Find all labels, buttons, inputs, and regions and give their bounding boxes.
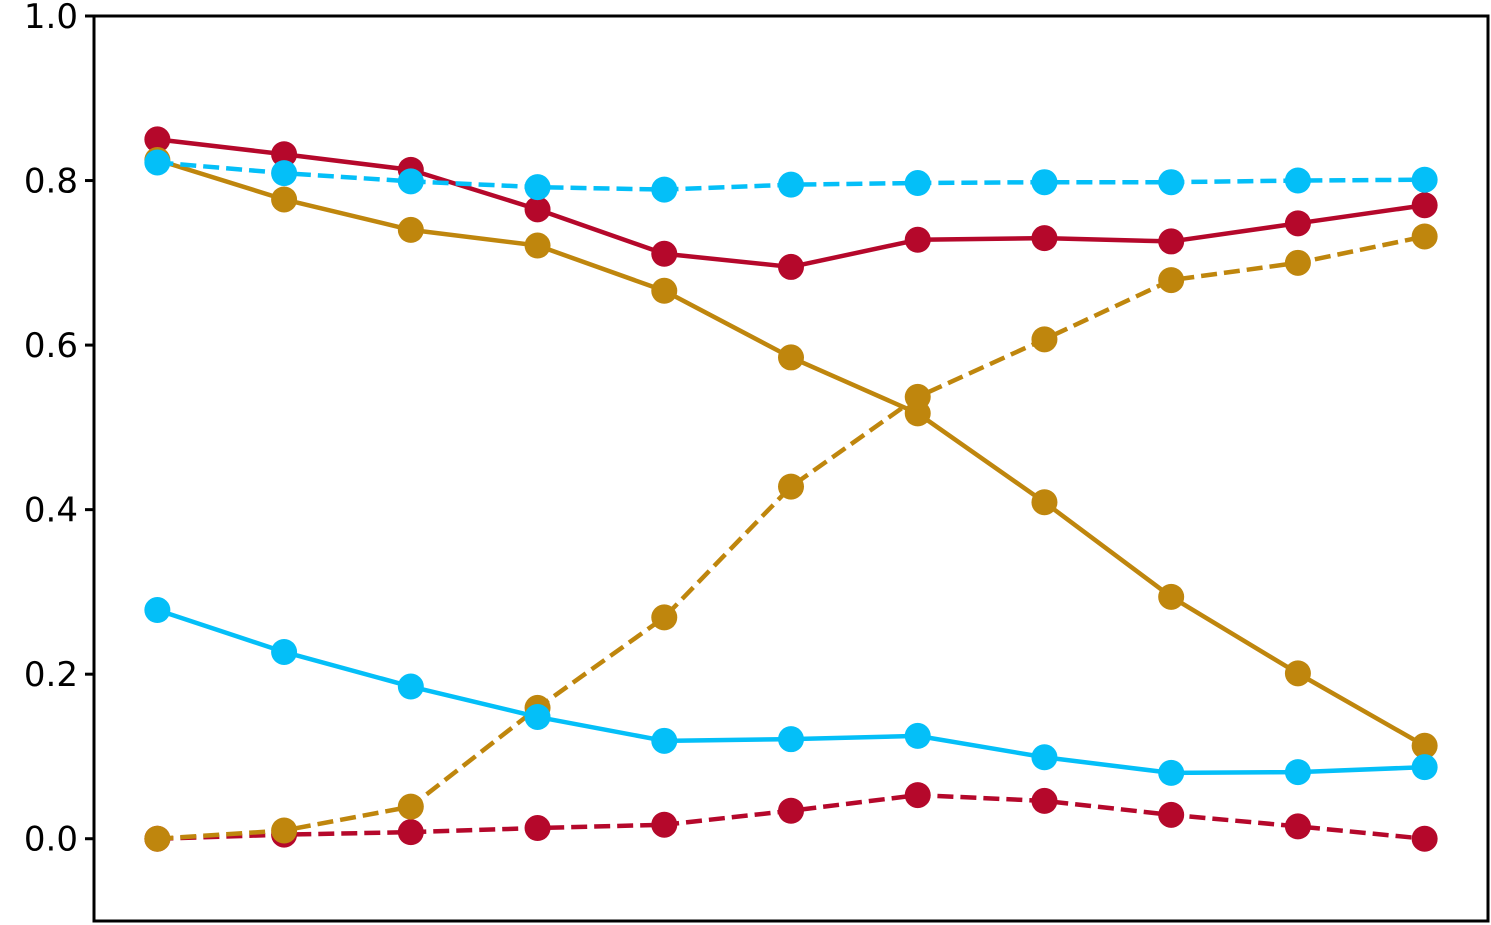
series-4-point-7 xyxy=(1031,744,1058,771)
series-3-point-9 xyxy=(1284,249,1311,276)
series-0-point-9 xyxy=(1284,210,1311,237)
series-4-point-4 xyxy=(651,727,678,754)
series-1 xyxy=(144,782,1438,852)
series-4-point-8 xyxy=(1158,759,1185,786)
series-5-point-8 xyxy=(1158,169,1185,196)
series-4-point-9 xyxy=(1284,759,1311,786)
series-2-point-1 xyxy=(271,186,298,213)
series-4-point-10 xyxy=(1411,754,1438,781)
series-2-point-8 xyxy=(1158,583,1185,610)
series-3-point-8 xyxy=(1158,267,1185,294)
series-0 xyxy=(144,126,1438,280)
series-4-point-2 xyxy=(397,673,424,700)
series-0-point-1 xyxy=(271,141,298,168)
series-2-line xyxy=(156,157,1426,748)
y-tick-label-1: 0.2 xyxy=(24,655,78,695)
series-4-point-6 xyxy=(904,722,931,749)
series-2-point-5 xyxy=(778,344,804,371)
series-3-point-4 xyxy=(651,604,678,631)
series-4-point-3 xyxy=(524,703,551,730)
y-tick-label-4: 0.8 xyxy=(24,162,78,202)
series-1-point-4 xyxy=(651,811,678,838)
series-2-point-9 xyxy=(1284,660,1311,687)
series-1-point-2 xyxy=(397,819,424,846)
y-tick-label-5: 1.0 xyxy=(24,0,78,37)
series-2-point-3 xyxy=(524,232,551,259)
series-0-point-6 xyxy=(904,226,931,253)
series-4-point-5 xyxy=(778,726,804,753)
series-5-point-2 xyxy=(397,168,424,195)
series-1-point-9 xyxy=(1284,813,1311,840)
series-5-point-4 xyxy=(651,176,678,203)
series-3 xyxy=(144,223,1438,852)
series-0-point-0 xyxy=(144,126,171,153)
series-1-point-3 xyxy=(524,815,551,842)
series-5-point-9 xyxy=(1284,167,1311,194)
series-4-point-0 xyxy=(144,597,171,624)
series-0-point-4 xyxy=(651,240,678,267)
series-5 xyxy=(144,149,1438,203)
series-2-point-7 xyxy=(1031,489,1058,516)
plot-frame xyxy=(92,14,1490,923)
series-0-point-3 xyxy=(524,196,551,223)
series-0-point-8 xyxy=(1158,228,1185,255)
y-tick-label-2: 0.4 xyxy=(24,491,78,531)
series-3-point-6 xyxy=(904,383,931,410)
series-4-point-1 xyxy=(271,638,298,665)
series-3-point-10 xyxy=(1411,223,1438,250)
y-tick-label-0: 0.0 xyxy=(24,820,78,860)
axis-layer: 0.0 0.2 0.4 0.6 0.8 1.0 xyxy=(24,0,1490,923)
series-1-point-10 xyxy=(1411,825,1438,852)
series-2-point-2 xyxy=(397,216,424,243)
series-5-point-10 xyxy=(1411,166,1438,193)
series-3-line xyxy=(157,234,1426,841)
series-1-point-8 xyxy=(1158,801,1185,828)
series-2-point-10 xyxy=(1411,732,1438,759)
series-2-point-4 xyxy=(651,277,678,304)
series-5-point-0 xyxy=(144,149,171,176)
series-5-point-1 xyxy=(271,160,298,187)
series-5-point-3 xyxy=(524,174,551,201)
series-0-point-5 xyxy=(778,253,804,280)
series-3-point-1 xyxy=(271,817,298,844)
series-3-point-7 xyxy=(1031,326,1058,353)
series-0-point-10 xyxy=(1411,192,1438,219)
y-tick-label-3: 0.6 xyxy=(24,326,78,366)
series-4 xyxy=(144,597,1438,786)
series-5-point-6 xyxy=(904,170,931,197)
series-1-point-7 xyxy=(1031,787,1058,814)
series-0-point-7 xyxy=(1031,225,1058,252)
series-layer xyxy=(144,126,1438,852)
series-3-point-5 xyxy=(778,473,804,500)
series-3-point-0 xyxy=(144,825,171,852)
series-3-point-2 xyxy=(397,793,424,820)
series-5-point-5 xyxy=(778,171,804,198)
series-0-line xyxy=(157,137,1425,270)
series-1-point-5 xyxy=(778,797,804,824)
series-5-point-7 xyxy=(1031,169,1058,196)
series-1-point-6 xyxy=(904,782,931,809)
